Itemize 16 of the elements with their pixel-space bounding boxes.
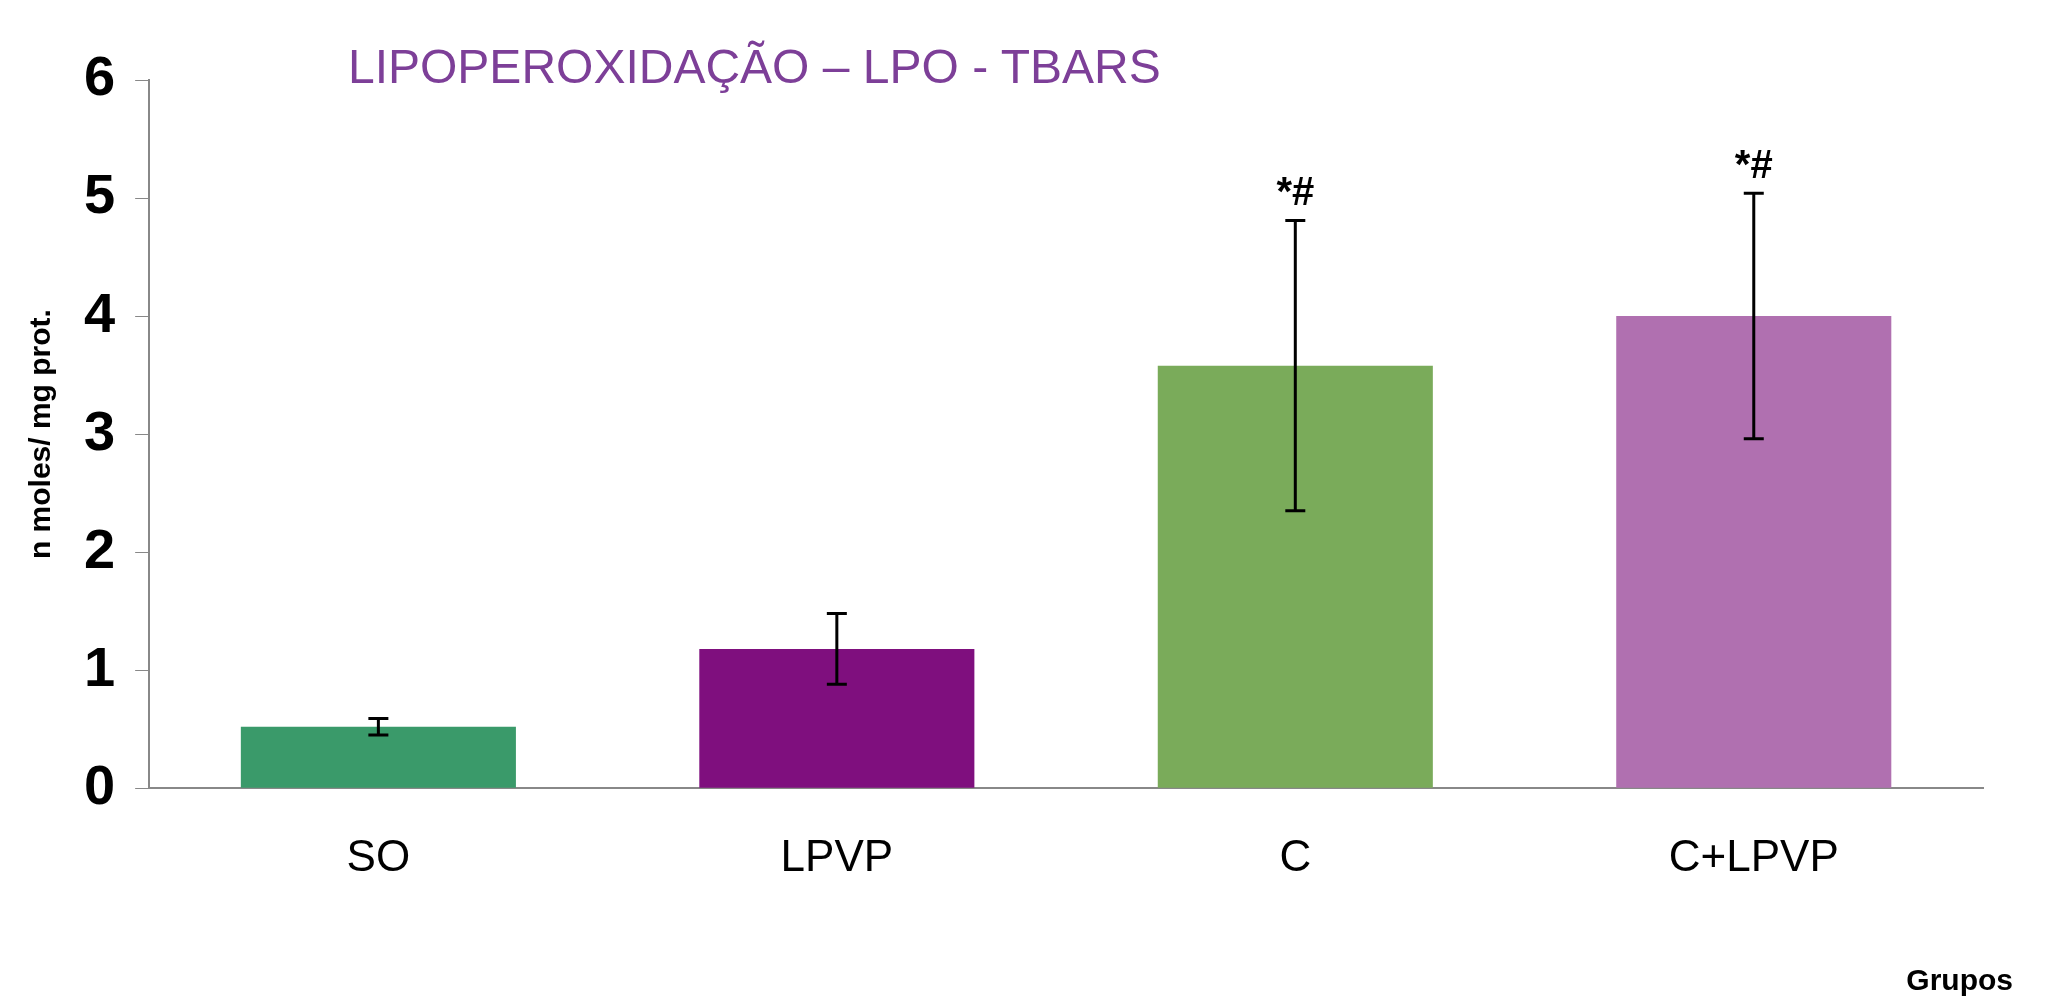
y-axis-title: n moles/ mg prot. (23, 309, 57, 560)
annotation: *# (1734, 141, 1773, 186)
y-tick-label: 2 (83, 516, 116, 580)
y-tick-label: 6 (83, 44, 116, 108)
x-axis-title: Grupos (1906, 963, 2013, 997)
x-tick-label: LPVP (780, 830, 894, 880)
x-tick-label: C (1279, 830, 1312, 880)
annotation: *# (1276, 168, 1315, 213)
chart-title: LIPOPEROXIDAÇÃO – LPO - TBARS (347, 40, 1161, 94)
y-tick-label: 1 (83, 634, 116, 698)
y-tick-label: 3 (83, 398, 116, 462)
x-tick-label: SO (346, 830, 411, 880)
y-tick-label: 0 (83, 752, 116, 816)
x-tick-label: C+LPVP (1668, 830, 1839, 880)
y-tick-label: 4 (83, 280, 116, 344)
y-tick-label: 5 (83, 162, 116, 226)
